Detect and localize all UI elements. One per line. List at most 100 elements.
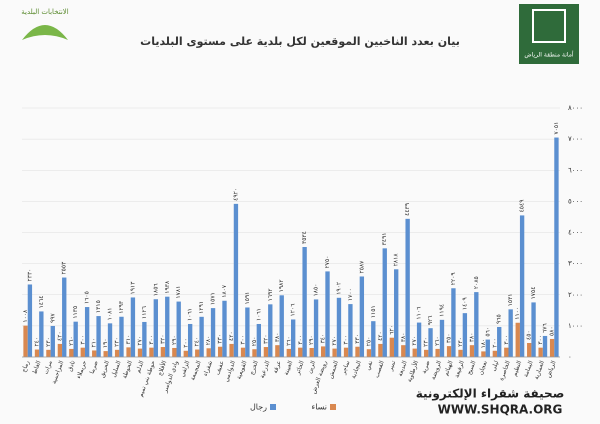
data-label: ٢٣٣٠ [26, 269, 33, 282]
data-label: ١١٣٥ [72, 306, 79, 319]
bar [366, 349, 372, 357]
x-tick-label: نفي [365, 360, 375, 372]
bar [474, 292, 479, 357]
data-label: ٢٠٠ [182, 338, 189, 348]
bar [187, 323, 193, 357]
data-label: ١٨٥٦ [152, 283, 159, 296]
legend-label: رجال [250, 403, 267, 412]
data-label: ٣٠٠ [537, 335, 544, 345]
data-label: ٩٢٦ [427, 316, 434, 326]
bar [50, 325, 55, 357]
data-label: ١٠٦١ [187, 308, 194, 321]
y-tick-label: ٧٠٠٠ [568, 135, 583, 143]
data-label: ٤٢٠ [228, 331, 235, 341]
data-label: ٣٨٠ [468, 333, 475, 343]
data-label: ٢٧٠ [331, 336, 338, 346]
data-label: ١٢٠٦ [290, 304, 297, 317]
data-label: ٣٣٠ [354, 334, 361, 344]
data-label: ٦٧٦ [542, 323, 549, 333]
bar [309, 347, 314, 357]
data-label: ٢٥٨٧ [358, 260, 365, 274]
data-label: ٢٨٠ [205, 336, 212, 346]
x-tick-label: السيح [466, 359, 478, 375]
data-label: ٣٠٠ [297, 335, 304, 345]
watermark-url: WWW.SHQRA.ORG [438, 403, 563, 417]
data-label: ١١٢٦ [141, 306, 148, 319]
bar [291, 319, 296, 357]
data-label: ٣٠٠ [148, 335, 155, 345]
bar [469, 345, 475, 357]
bar [149, 347, 154, 357]
data-label: ٢٩٠ [308, 335, 315, 345]
bar [481, 351, 486, 357]
bar [92, 350, 97, 357]
right-logo-text: أمانة منطقة الرياض [524, 51, 573, 59]
data-label: ١٩٣٨ [164, 280, 171, 294]
bar [298, 347, 303, 357]
data-label: ١٠٦١ [255, 308, 262, 321]
bar [355, 346, 360, 357]
y-tick-label: ٠ [568, 353, 572, 361]
data-label: ٩٩٧ [49, 313, 56, 323]
left-logo [22, 25, 68, 40]
data-label: ١٨٠٧ [221, 284, 228, 298]
bar [424, 349, 429, 357]
data-label: ٢٥٠ [365, 337, 372, 347]
data-label: ١٥٩١ [244, 292, 251, 305]
data-label: ٣٠٠ [240, 335, 247, 345]
bar [268, 304, 273, 357]
x-tick-label: العيينة [283, 359, 295, 376]
bar [69, 348, 74, 357]
watermark-name: صحيفة شقراء الإلكترونية [416, 387, 565, 402]
data-label: ٣٠٠ [343, 335, 350, 345]
data-label: ١٤٠٩ [461, 297, 468, 310]
data-label: ٢٩٠ [171, 335, 178, 345]
x-tick-label: تمير [387, 359, 398, 372]
y-tick-label: ٥٠٠٠ [568, 197, 583, 205]
bar [542, 335, 548, 357]
y-tick-label: ٦٠٠٠ [568, 166, 583, 174]
bar [332, 348, 337, 357]
x-tick-label: ساجر [340, 360, 352, 376]
data-label: ١٦٠٥ [84, 291, 91, 304]
bar [57, 343, 63, 357]
bar [137, 348, 143, 357]
bar [27, 284, 33, 357]
data-label: ١٦٩٢ [267, 288, 274, 301]
data-label: ٣٣٠ [217, 334, 224, 344]
bar [229, 343, 234, 357]
bar [46, 349, 51, 357]
data-label: ٢٨١٨ [393, 253, 400, 267]
bar [222, 300, 227, 357]
data-label: ١٥٧١ [210, 292, 217, 305]
bar [240, 347, 246, 357]
bar [416, 322, 422, 357]
data-label: ٢٦٠ [285, 336, 292, 346]
data-label: ٤٢٠ [56, 331, 63, 341]
bar [458, 349, 463, 357]
legend-label: نساء [311, 403, 327, 412]
data-label: ٩٦٥ [496, 314, 503, 324]
data-label: ٣٤٩١ [381, 232, 388, 245]
data-label: ١٩٨٢ [278, 279, 285, 292]
data-label: ٥٦٠ [484, 327, 491, 337]
data-label: ١٤٦٤ [38, 296, 45, 309]
data-label: ٣٨٠ [400, 333, 407, 343]
data-label: ١٢٩١ [198, 301, 205, 314]
bar [126, 347, 131, 357]
data-label: ١٧٠٠ [347, 288, 354, 301]
bar [336, 297, 342, 357]
left-logo-text: الانتخابات البلدية [21, 8, 68, 16]
y-tick-label: ٤٠٠٠ [568, 229, 583, 237]
data-label: ١٧٥٤ [530, 287, 537, 300]
bar [462, 313, 468, 357]
data-label: ٢٤٠ [194, 337, 201, 347]
bar [199, 316, 204, 357]
x-tick-label: عرقة [272, 360, 283, 375]
data-label: ٢١٠ [91, 338, 98, 348]
bar [210, 308, 216, 357]
bar [401, 345, 406, 357]
data-label: ٢٥٠ [251, 337, 258, 347]
bar [206, 348, 211, 357]
bar [153, 299, 158, 357]
